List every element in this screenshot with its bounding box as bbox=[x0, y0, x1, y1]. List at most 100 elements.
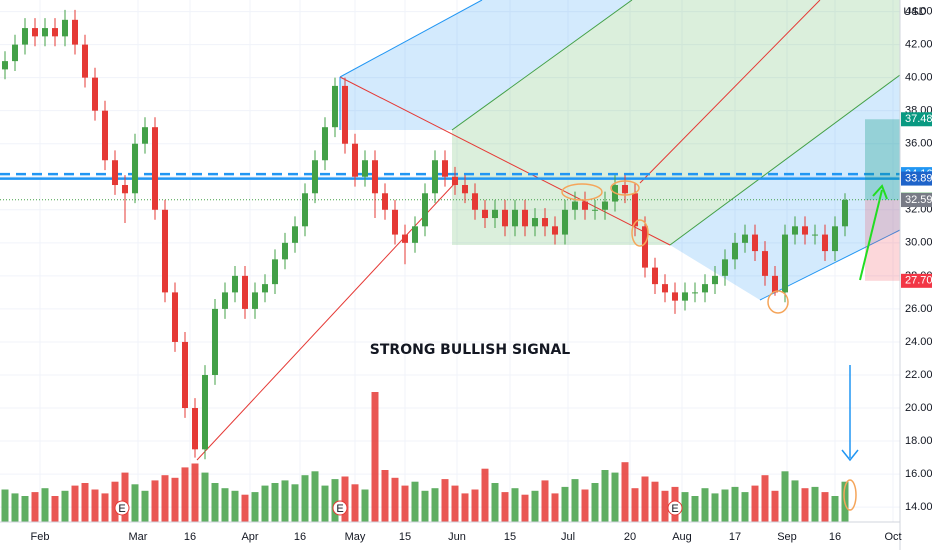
fork-zone bbox=[452, 0, 900, 245]
volume-bar bbox=[621, 462, 629, 522]
volume-bar bbox=[781, 471, 789, 522]
volume-bar bbox=[471, 489, 479, 522]
candle-body bbox=[112, 160, 118, 186]
volume-bar bbox=[691, 496, 699, 522]
fork-zone bbox=[340, 0, 632, 130]
candle-body bbox=[722, 259, 728, 276]
volume-bar bbox=[81, 483, 89, 522]
volume-bar bbox=[141, 490, 149, 522]
candle-body bbox=[332, 85, 338, 128]
volume-bar bbox=[381, 470, 389, 522]
volume-bar bbox=[421, 490, 429, 522]
candle-body bbox=[152, 127, 158, 210]
candle-body bbox=[542, 218, 548, 227]
volume-bar bbox=[791, 480, 799, 522]
volume-bar bbox=[501, 492, 509, 522]
candle-body bbox=[622, 185, 628, 194]
y-tick-label: 30.00 bbox=[905, 237, 932, 249]
volume-bar bbox=[11, 493, 19, 522]
candle-body bbox=[222, 292, 228, 309]
y-tick-label: 18.00 bbox=[905, 435, 932, 447]
candle-body bbox=[402, 234, 408, 243]
volume-bar bbox=[291, 484, 299, 522]
candle-body bbox=[472, 193, 478, 210]
volume-bar bbox=[591, 483, 599, 522]
candle-body bbox=[142, 127, 148, 144]
candle-body bbox=[412, 226, 418, 243]
y-tick-label: 42.00 bbox=[905, 39, 932, 51]
candle-body bbox=[232, 275, 238, 293]
volume-bar bbox=[281, 480, 289, 522]
volume-bar bbox=[411, 481, 419, 522]
candle-body bbox=[482, 209, 488, 219]
event-marker bbox=[667, 500, 683, 516]
candle-body bbox=[582, 201, 588, 210]
marks-layer bbox=[0, 9, 900, 522]
candle-body bbox=[422, 193, 428, 227]
candle-body bbox=[82, 44, 88, 78]
price-tag bbox=[901, 112, 932, 127]
price-tag bbox=[901, 193, 932, 208]
volume-bar bbox=[111, 481, 119, 522]
y-tick-label: 20.00 bbox=[905, 402, 932, 414]
volume-bar bbox=[611, 472, 619, 522]
price-tag bbox=[901, 171, 932, 186]
candle-body bbox=[552, 226, 558, 235]
x-tick-label: Mar bbox=[129, 531, 148, 543]
volume-bar bbox=[301, 475, 309, 522]
candle-body bbox=[502, 209, 508, 227]
volume-bar bbox=[431, 488, 439, 522]
candle-body bbox=[392, 209, 398, 235]
volume-bar bbox=[761, 475, 769, 522]
volume-bar bbox=[271, 483, 279, 522]
x-tick-label: 15 bbox=[504, 531, 516, 543]
candle-body bbox=[162, 209, 168, 293]
candle-body bbox=[212, 308, 218, 375]
candle-body bbox=[272, 259, 278, 285]
volume-bar bbox=[641, 476, 649, 522]
y-tick-label: 16.00 bbox=[905, 468, 932, 480]
candle-body bbox=[682, 292, 688, 301]
event-label: E bbox=[118, 503, 125, 515]
volume-bar bbox=[481, 468, 489, 522]
x-tick-label: Sep bbox=[777, 531, 797, 543]
candle-body bbox=[62, 19, 68, 37]
volume-bar bbox=[631, 488, 639, 522]
volume-bar bbox=[701, 488, 709, 522]
candle-body bbox=[282, 242, 288, 260]
volume-bar bbox=[241, 494, 249, 522]
x-tick-label: Oct bbox=[884, 531, 901, 543]
event-label: E bbox=[336, 503, 343, 515]
volume-bar bbox=[681, 492, 689, 522]
x-tick-label: 20 bbox=[624, 531, 636, 543]
y-tick-label: 40.00 bbox=[905, 72, 932, 84]
candle-body bbox=[792, 226, 798, 235]
candle-body bbox=[692, 292, 698, 294]
candle-body bbox=[462, 185, 468, 194]
volume-bar bbox=[21, 496, 29, 522]
candle-body bbox=[32, 28, 38, 37]
volume-bar bbox=[71, 485, 79, 522]
candle-body bbox=[242, 275, 248, 309]
candle-body bbox=[832, 226, 838, 252]
candle-body bbox=[432, 160, 438, 194]
x-tick-label: 16 bbox=[294, 531, 306, 543]
y-tick-label: 44.00 bbox=[905, 5, 932, 17]
volume-bar bbox=[451, 485, 459, 522]
candle-body bbox=[672, 292, 678, 301]
x-tick-label: Feb bbox=[31, 531, 50, 543]
y-tick-label: 22.00 bbox=[905, 369, 932, 381]
volume-bar bbox=[211, 483, 219, 522]
volume-bar bbox=[401, 485, 409, 522]
candle-body bbox=[292, 226, 298, 243]
volume-bar bbox=[51, 496, 59, 522]
candle-body bbox=[172, 292, 178, 342]
candle-body bbox=[342, 85, 348, 144]
highlight-ellipse bbox=[561, 183, 603, 201]
volume-bar bbox=[351, 484, 359, 522]
x-tick-label: Jul bbox=[561, 531, 575, 543]
candle-body bbox=[382, 193, 388, 210]
candle-body bbox=[182, 341, 188, 409]
pitchfork bbox=[196, 0, 901, 461]
volume-bar bbox=[91, 489, 99, 522]
